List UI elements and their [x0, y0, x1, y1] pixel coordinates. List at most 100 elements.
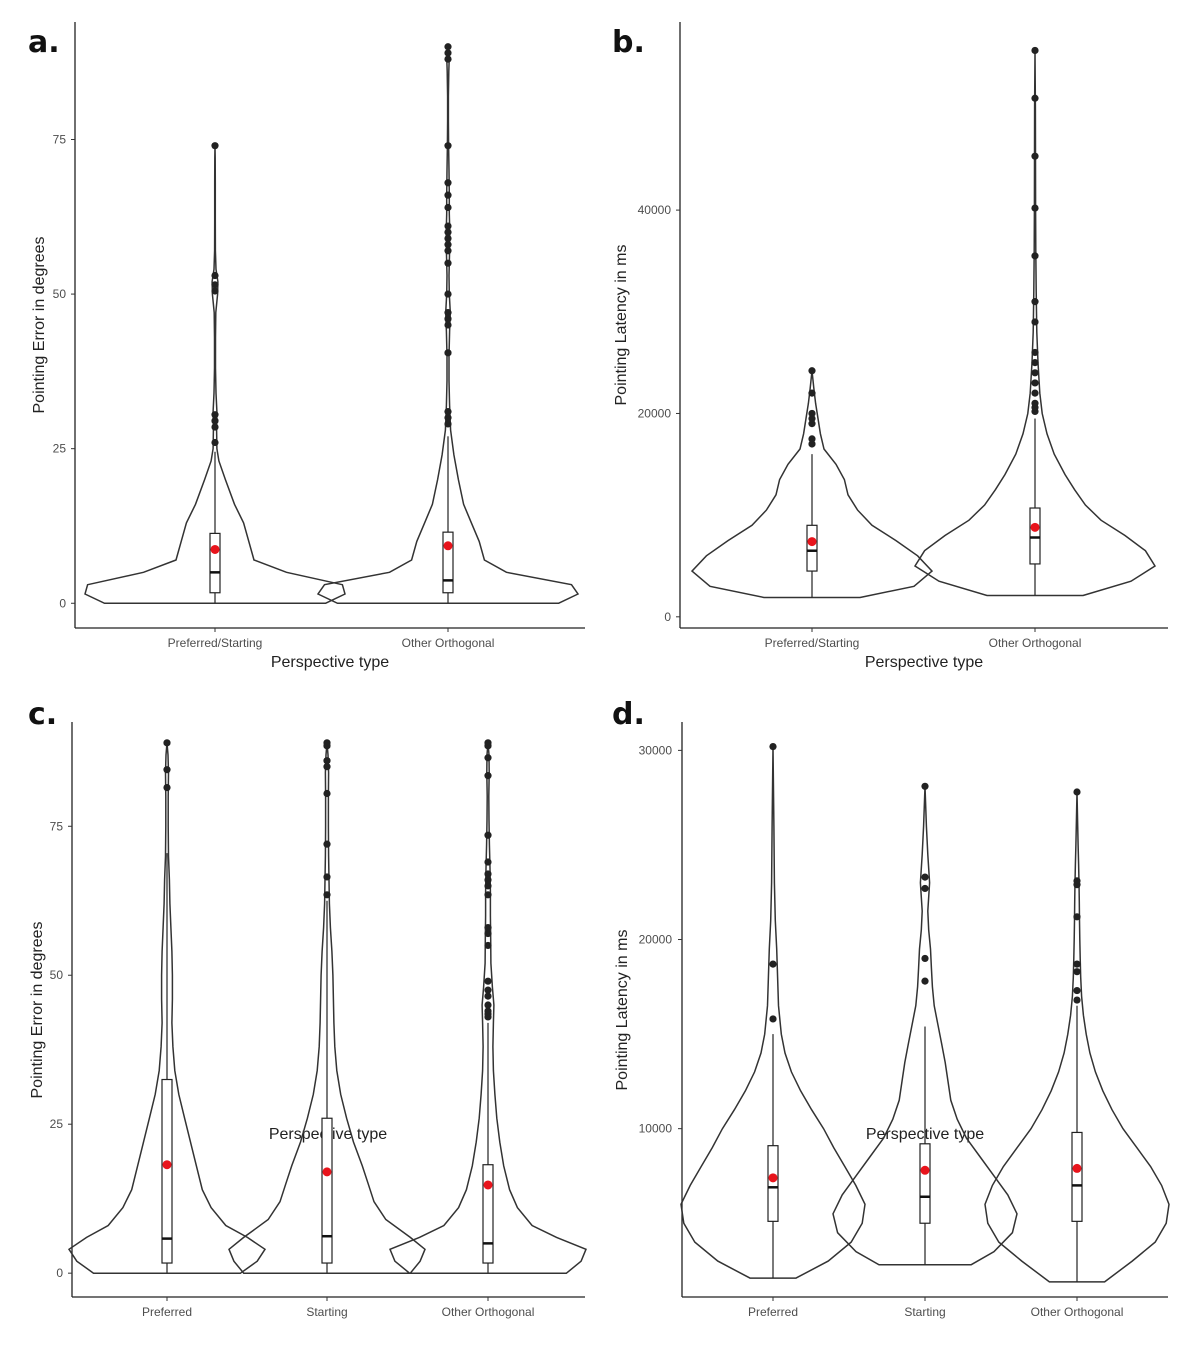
outlier-point — [921, 954, 929, 963]
outlier-point — [323, 763, 331, 771]
iqr-box — [767, 1145, 779, 1222]
outlier-point — [484, 876, 492, 884]
outlier-point — [323, 757, 331, 765]
outlier-point — [323, 789, 331, 798]
outlier-point — [163, 783, 171, 792]
outlier-point — [484, 870, 492, 878]
outlier-point — [323, 739, 331, 747]
y-axis-title: Pointing Error in degrees — [31, 237, 48, 414]
y-tick-label: 75 — [50, 819, 64, 833]
outlier-point — [808, 409, 816, 418]
iqr-box — [442, 531, 454, 594]
x-axis-title: Perspective type — [271, 654, 389, 671]
outlier-point — [211, 287, 219, 295]
x-tick-label: Preferred — [142, 1305, 192, 1319]
outlier-point — [484, 891, 492, 899]
x-tick-label: Other Orthogonal — [402, 636, 495, 650]
outlier-point — [921, 873, 929, 881]
y-axis-title: Pointing Latency in ms — [613, 245, 630, 406]
panel-a: a. 0 25 50 75 Preferred/Starting Other Orthogo… — [28, 22, 585, 671]
mean-point — [443, 541, 453, 551]
iqr-box — [1071, 1131, 1083, 1222]
y-axis-title: Pointing Latency in ms — [614, 930, 631, 1091]
outlier-point — [484, 754, 492, 762]
x-tick-label: Other Orthogonal — [989, 636, 1082, 650]
mean-point — [162, 1160, 172, 1170]
outlier-point — [808, 389, 816, 397]
violin-group — [984, 788, 1170, 1283]
panel-label: c. — [28, 697, 57, 732]
outlier-point — [444, 349, 452, 357]
iqr-box — [1029, 507, 1041, 565]
outlier-point — [808, 420, 816, 428]
panel-b: b. 0 20000 40000 Preferred/Starting Other Ort… — [612, 22, 1168, 671]
y-tick-label: 25 — [53, 442, 67, 456]
outlier-point — [1073, 960, 1081, 968]
violin-outline — [680, 746, 866, 1279]
outlier-point — [769, 1015, 777, 1023]
outlier-point — [484, 923, 492, 932]
outlier-point — [808, 435, 816, 443]
outlier-point — [211, 281, 219, 289]
outlier-point — [484, 772, 492, 780]
violin-group — [228, 739, 426, 1274]
y-tick-label: 10000 — [639, 1122, 673, 1136]
panel-c: c. 0 25 50 75 Preferred Starting Other Orthogon… — [28, 697, 587, 1319]
y-tick-label: 50 — [53, 287, 67, 301]
outlier-point — [808, 414, 816, 423]
outlier-point — [1073, 968, 1081, 976]
panel-label: d. — [612, 697, 645, 732]
outlier-point — [1073, 996, 1081, 1004]
outlier-point — [921, 977, 929, 985]
outlier-point — [444, 290, 452, 298]
outlier-point — [1031, 348, 1039, 357]
y-tick-label: 25 — [50, 1117, 64, 1131]
x-tick-label: Preferred/Starting — [168, 636, 263, 650]
outlier-point — [1031, 204, 1039, 212]
violin-outline — [832, 786, 1018, 1266]
outlier-point — [921, 884, 929, 893]
iqr-box — [321, 1117, 333, 1264]
violin-group — [680, 742, 866, 1279]
y-tick-label: 40000 — [638, 203, 672, 217]
outlier-point — [323, 873, 331, 881]
iqr-box — [919, 1143, 931, 1224]
outlier-point — [444, 203, 452, 212]
outlier-point — [484, 986, 492, 994]
y-tick-label: 0 — [664, 610, 671, 624]
outlier-point — [444, 247, 452, 255]
mean-point — [920, 1165, 930, 1175]
outlier-point — [484, 941, 492, 950]
outlier-point — [1031, 252, 1039, 260]
outlier-point — [484, 882, 492, 890]
violin-outline — [984, 791, 1170, 1283]
outlier-point — [163, 766, 171, 774]
outlier-point — [484, 831, 492, 839]
violin-outline — [913, 50, 1157, 597]
x-tick-label: Other Orthogonal — [442, 1305, 535, 1319]
x-tick-label: Other Orthogonal — [1031, 1305, 1124, 1319]
x-tick-label: Preferred/Starting — [765, 636, 860, 650]
outlier-point — [484, 858, 492, 866]
outlier-point — [921, 782, 929, 790]
outlier-point — [444, 142, 452, 150]
outlier-point — [1073, 986, 1081, 995]
violin-outline — [67, 742, 267, 1274]
iqr-box — [482, 1164, 494, 1264]
mean-point — [807, 537, 817, 547]
outlier-point — [484, 929, 492, 938]
outlier-point — [1031, 46, 1039, 55]
outlier-point — [444, 228, 452, 236]
outlier-point — [1073, 877, 1081, 885]
outlier-point — [444, 309, 452, 317]
outlier-point — [444, 222, 452, 230]
mean-point — [210, 544, 220, 554]
outlier-point — [211, 271, 219, 280]
outlier-point — [444, 407, 452, 416]
y-tick-label: 0 — [56, 1266, 63, 1280]
iqr-box — [806, 524, 818, 572]
outlier-point — [444, 55, 452, 63]
outlier-point — [323, 891, 331, 899]
x-tick-label: Preferred — [748, 1305, 798, 1319]
